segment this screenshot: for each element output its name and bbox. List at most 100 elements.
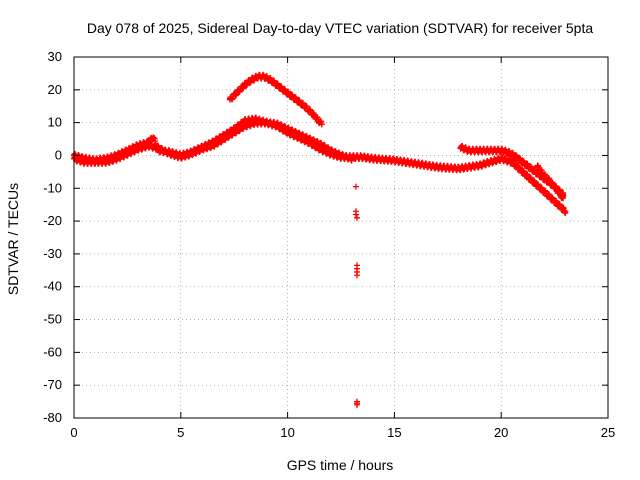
- data-point: [508, 159, 515, 166]
- x-tick-label: 0: [70, 425, 77, 440]
- data-point: [434, 163, 441, 170]
- data-point: [352, 211, 359, 218]
- data-point: [209, 139, 216, 146]
- data-point: [261, 73, 268, 80]
- series-outliers: [352, 183, 361, 408]
- y-tick-label: -40: [43, 279, 62, 294]
- data-point: [293, 96, 300, 103]
- data-point: [241, 117, 248, 124]
- y-tick-label: -80: [43, 410, 62, 425]
- data-point: [318, 121, 325, 128]
- data-point: [466, 147, 473, 154]
- chart-title: Day 078 of 2025, Sidereal Day-to-day VTE…: [87, 20, 594, 36]
- data-point: [547, 178, 554, 185]
- x-tick-label: 25: [601, 425, 615, 440]
- data-point: [188, 149, 195, 156]
- data-point: [135, 142, 142, 149]
- data-point: [354, 401, 361, 408]
- y-tick-label: 0: [55, 147, 62, 162]
- data-point: [273, 121, 280, 128]
- data-point: [220, 132, 227, 139]
- data-point: [284, 126, 291, 133]
- data-point: [92, 157, 99, 164]
- x-tick-label: 20: [494, 425, 508, 440]
- data-point: [354, 272, 361, 279]
- data-layer: [71, 71, 569, 408]
- data-point: [370, 155, 377, 162]
- data-point: [177, 152, 184, 159]
- data-point: [124, 147, 131, 154]
- y-tick-label: 30: [48, 49, 62, 64]
- grid-layer: [74, 57, 608, 418]
- data-point: [540, 172, 547, 179]
- x-axis-title: GPS time / hours: [287, 457, 394, 473]
- x-tick-label: 10: [280, 425, 294, 440]
- y-tick-label: -30: [43, 246, 62, 261]
- data-point: [562, 208, 569, 215]
- data-point: [352, 183, 359, 190]
- data-point: [412, 160, 419, 167]
- plot-frame: [73, 56, 609, 419]
- data-point: [267, 76, 274, 83]
- data-point: [498, 155, 505, 162]
- x-tick-label: 5: [177, 425, 184, 440]
- data-point: [263, 119, 270, 126]
- data-point: [226, 96, 233, 103]
- data-point: [276, 83, 283, 90]
- tick-layer: [73, 56, 609, 419]
- data-point: [455, 165, 462, 172]
- x-tick-label: 15: [387, 425, 401, 440]
- data-point: [354, 214, 361, 221]
- data-point: [359, 154, 366, 161]
- y-tick-label: -10: [43, 180, 62, 195]
- data-point: [476, 147, 483, 154]
- data-point: [248, 76, 255, 83]
- data-point: [504, 149, 511, 156]
- data-point: [540, 188, 547, 195]
- series-upper-arc: [226, 71, 325, 128]
- data-point: [511, 152, 518, 159]
- series-main-trace: [71, 117, 569, 217]
- y-tick-label: -50: [43, 312, 62, 327]
- data-point: [284, 90, 291, 97]
- y-tick-label: -70: [43, 377, 62, 392]
- series-trace: [71, 117, 569, 217]
- data-point: [113, 152, 120, 159]
- data-point: [305, 136, 312, 143]
- data-point: [327, 147, 334, 154]
- tick-label-layer: 0 5 10 15 20 25 30 20 10 0 -10 -20 -30 -40 -50 -60 -70 -8…: [43, 49, 615, 440]
- y-tick-label: -20: [43, 213, 62, 228]
- y-tick-label: 20: [48, 82, 62, 97]
- data-point: [498, 147, 505, 154]
- data-point: [167, 149, 174, 156]
- data-point: [530, 178, 537, 185]
- data-point: [145, 139, 152, 146]
- y-axis-title: SDTVAR / TECUs: [5, 183, 21, 295]
- data-point: [348, 155, 355, 162]
- data-point: [476, 162, 483, 169]
- data-point: [252, 116, 259, 123]
- data-point: [551, 198, 558, 205]
- data-point: [530, 167, 537, 174]
- data-point: [338, 152, 344, 159]
- data-point: [560, 195, 567, 202]
- data-point: [233, 90, 240, 97]
- data-point: [553, 186, 560, 193]
- data-point: [254, 73, 261, 80]
- data-point: [150, 134, 157, 141]
- data-point: [519, 159, 526, 166]
- data-point: [231, 126, 238, 133]
- y-tick-label: 10: [48, 115, 62, 130]
- y-tick-label: -60: [43, 344, 62, 359]
- data-point: [391, 157, 398, 164]
- data-point: [81, 155, 88, 162]
- data-point: [241, 81, 248, 88]
- data-point: [534, 163, 541, 170]
- data-point: [301, 103, 308, 110]
- data-point: [103, 155, 110, 162]
- data-point: [316, 140, 323, 147]
- data-point: [156, 147, 163, 154]
- series-trace-b: [71, 114, 355, 166]
- data-point: [457, 144, 464, 151]
